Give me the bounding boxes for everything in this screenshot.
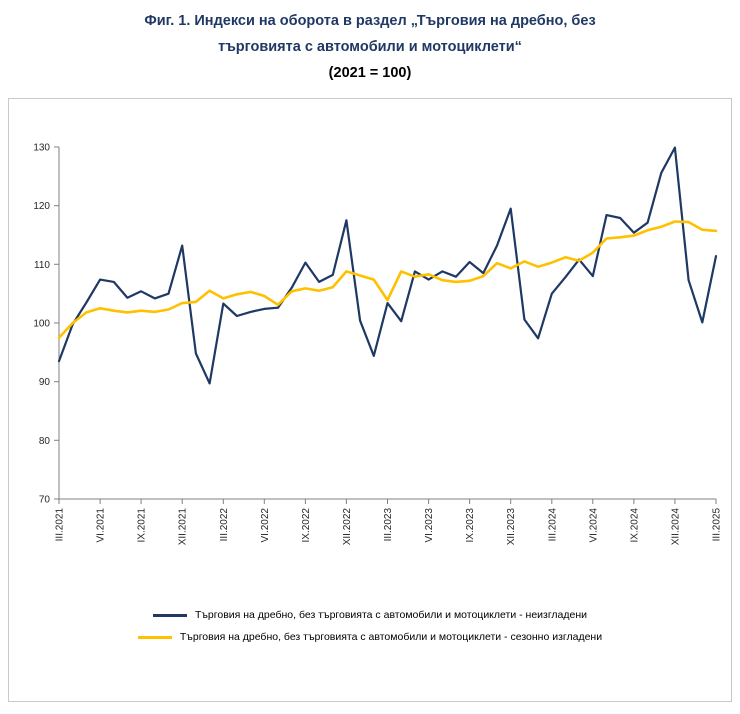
x-tick-label: IX.2023 [465,508,476,543]
x-tick-label: VI.2023 [424,508,435,543]
navy-line-swatch [152,613,187,617]
y-tick-label: 90 [39,377,51,388]
y-tick-label: 130 [33,143,50,154]
series-line-unadjusted [57,146,718,385]
x-tick-label: IX.2024 [629,508,640,543]
x-tick-label: XII.2023 [506,508,517,546]
x-tick-label: VI.2022 [260,508,271,543]
x-tick-label: VI.2021 [96,508,107,543]
figure-subtitle: (2021 = 100) [328,65,412,81]
y-tick-label: 110 [34,260,50,271]
x-tick-label: XII.2022 [342,508,353,546]
x-tick-label: III.2025 [712,508,723,542]
x-tick-label: XII.2021 [178,508,189,546]
y-tick-label: 70 [39,495,51,506]
x-tick-label: III.2024 [547,508,558,542]
x-tick-label: III.2023 [383,508,394,542]
chart-legend: Търговия на дребно, без търговията с авт… [9,609,731,643]
x-tick-label: IX.2021 [137,508,148,543]
x-tick-label: III.2021 [55,508,66,542]
y-tick-label: 100 [33,319,50,330]
x-tick-label: VI.2024 [588,508,599,543]
legend-item-seasonal: Търговия на дребно, без търговията с авт… [137,631,603,643]
legend-item-unadjusted: Търговия на дребно, без търговията с авт… [152,609,588,621]
x-tick-label: XII.2024 [670,508,681,546]
y-tick-label: 120 [33,201,50,212]
figure-title: Фиг. 1. Индекси на оборота в раздел „Тър… [0,0,740,86]
series-line-seasonal [57,220,718,339]
line-chart: 70 80 90 100 110 120 130 III.2021 VI.2021 IX.2021… [33,143,723,546]
chart-container: 70 80 90 100 110 120 130 III.2021 VI.2021 IX.2021… [8,98,732,702]
x-tick-label: IX.2022 [301,508,312,543]
x-tick-label: III.2022 [219,508,230,542]
legend-label-unadjusted: Търговия на дребно, без търговията с авт… [194,609,588,621]
figure-title-line1: Фиг. 1. Индекси на оборота в раздел „Тър… [144,13,596,29]
yellow-line-swatch [137,635,172,639]
figure-title-line2: търговията с автомобили и мотоциклети“ [218,39,522,55]
y-tick-label: 80 [39,436,51,447]
legend-label-seasonal: Търговия на дребно, без търговията с авт… [179,631,603,643]
